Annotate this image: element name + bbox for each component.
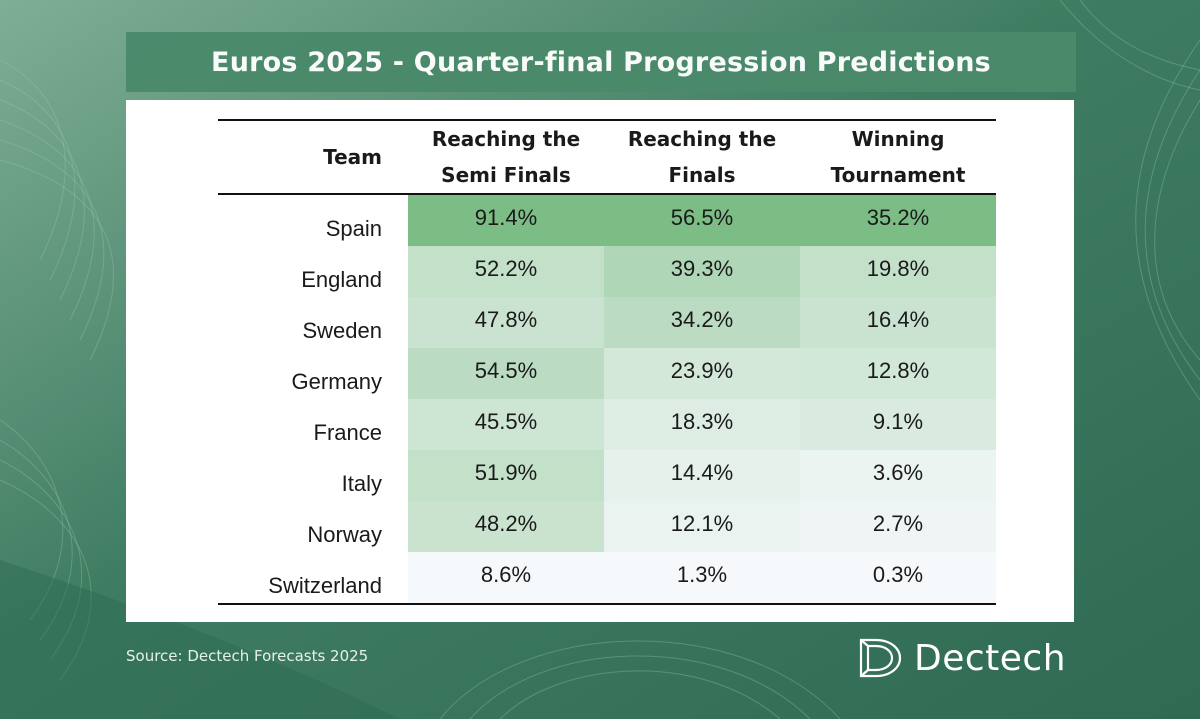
probability-cell: 39.3% — [604, 246, 800, 297]
team-name: Spain — [325, 216, 382, 241]
dectech-d-logo-icon — [859, 638, 902, 678]
probability-cell: 12.1% — [604, 501, 800, 552]
team-name: France — [313, 420, 382, 445]
logo-wordmark: Dectech — [914, 637, 1067, 679]
table-row: Sweden 47.8% 34.2% 16.4% — [218, 297, 996, 348]
probability-cell: 52.2% — [408, 246, 604, 297]
source-note: Source: Dectech Forecasts 2025 — [126, 647, 369, 665]
column-header-line: Finals — [668, 163, 736, 187]
column-header-line: Reaching the — [431, 127, 581, 151]
probability-cell: 1.3% — [604, 552, 800, 605]
probability-cell: 45.5% — [408, 399, 604, 450]
probability-cell: 23.9% — [604, 348, 800, 399]
probability-cell: 91.4% — [408, 194, 604, 246]
column-header-line: Tournament — [830, 163, 966, 187]
column-header-line: Semi Finals — [441, 163, 571, 187]
column-header-3: Winning Tournament — [800, 119, 996, 195]
column-header-line: Reaching the — [627, 127, 777, 151]
probability-cell: 18.3% — [604, 399, 800, 450]
probability-cell: 14.4% — [604, 450, 800, 501]
table-row: Germany 54.5% 23.9% 12.8% — [218, 348, 996, 399]
column-header-2: Reaching the Finals — [604, 119, 800, 195]
column-header-line: Winning — [851, 127, 945, 151]
title-bar: Euros 2025 - Quarter-final Progression P… — [126, 32, 1076, 92]
team-name: Italy — [341, 471, 382, 496]
probability-cell: 12.8% — [800, 348, 996, 399]
table-card: Team Reaching the Semi Finals Reaching the F… — [126, 100, 1074, 622]
column-header-line: Team — [323, 145, 382, 169]
probability-cell: 16.4% — [800, 297, 996, 348]
table-row: France 45.5% 18.3% 9.1% — [218, 399, 996, 450]
table-body: Spain 91.4% 56.5% 35.2% England 52.2% 39.3% 19.… — [218, 194, 996, 605]
table-row: Italy 51.9% 14.4% 3.6% — [218, 450, 996, 501]
column-header-1: Reaching the Semi Finals — [408, 119, 604, 195]
table-row: Norway 48.2% 12.1% 2.7% — [218, 501, 996, 552]
team-name: Sweden — [302, 318, 382, 343]
probability-cell: 56.5% — [604, 194, 800, 246]
team-name: Norway — [307, 522, 382, 547]
probability-cell: 34.2% — [604, 297, 800, 348]
probability-cell: 35.2% — [800, 194, 996, 246]
probability-cell: 54.5% — [408, 348, 604, 399]
column-header-team: Team — [218, 119, 408, 195]
chart-title: Euros 2025 - Quarter-final Progression P… — [211, 46, 991, 78]
probability-cell: 2.7% — [800, 501, 996, 552]
probability-cell: 51.9% — [408, 450, 604, 501]
dectech-logo: Dectech — [858, 636, 1066, 680]
probability-cell: 9.1% — [800, 399, 996, 450]
team-name: England — [301, 267, 382, 292]
probability-cell: 3.6% — [800, 450, 996, 501]
probability-cell: 19.8% — [800, 246, 996, 297]
probability-cell: 8.6% — [408, 552, 604, 605]
predictions-table: Team Reaching the Semi Finals Reaching the F… — [218, 119, 996, 605]
table-row: Switzerland 8.6% 1.3% 0.3% — [218, 552, 996, 605]
table-header-row: Team Reaching the Semi Finals Reaching the F… — [218, 119, 996, 195]
team-name: Germany — [291, 369, 382, 394]
table-row: England 52.2% 39.3% 19.8% — [218, 246, 996, 297]
team-name: Switzerland — [218, 552, 408, 605]
probability-cell: 0.3% — [800, 552, 996, 605]
probability-cell: 48.2% — [408, 501, 604, 552]
probability-cell: 47.8% — [408, 297, 604, 348]
table-row: Spain 91.4% 56.5% 35.2% — [218, 194, 996, 246]
